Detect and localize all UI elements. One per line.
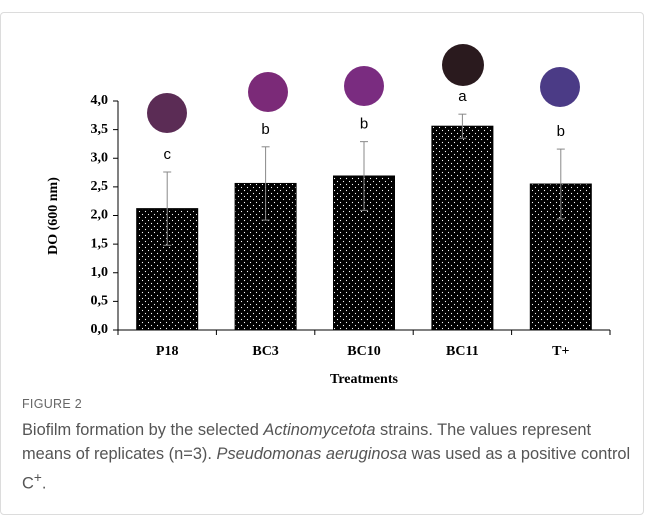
y-tick-label: 2,5 — [91, 179, 109, 194]
x-tick-label: BC3 — [252, 344, 278, 359]
x-tick-label: P18 — [156, 344, 179, 359]
x-axis-label: Treatments — [330, 372, 398, 387]
caption-italic: Pseudomonas aeruginosa — [216, 445, 407, 463]
y-tick-label: 3,5 — [91, 122, 109, 137]
figure-caption: Biofilm formation by the selected Actino… — [22, 418, 634, 495]
caption-superscript: + — [33, 470, 42, 485]
caption-text: was used as a positive control C — [22, 445, 631, 493]
y-axis-label: DO (600 nm) — [46, 177, 61, 255]
x-tick-label: T+ — [552, 344, 569, 359]
well-image — [442, 44, 484, 86]
well-image — [540, 67, 580, 107]
significance-letter: b — [261, 121, 269, 138]
bar — [332, 175, 396, 331]
y-tick-label: 0,5 — [91, 294, 109, 309]
error-bar — [163, 171, 172, 246]
y-tick-label: 1,5 — [91, 236, 109, 251]
well-image — [147, 93, 187, 133]
significance-letter: b — [557, 123, 565, 140]
well-image — [344, 66, 384, 106]
error-bar — [458, 113, 467, 139]
significance-letter: c — [163, 146, 171, 163]
error-bar — [360, 141, 368, 211]
caption-text: . — [41, 474, 47, 493]
y-tick-label: 4,0 — [91, 93, 109, 108]
error-bar — [261, 146, 270, 221]
figure-frame — [0, 12, 644, 515]
x-tick-label: BC10 — [347, 344, 380, 359]
chart: DO (600 nm) Treatments 0,0 0,5 1,0 1,5 2,0 2,… — [46, 44, 611, 387]
y-tick-label: 3,0 — [91, 150, 109, 165]
error-bar — [556, 148, 565, 220]
y-tick-label: 2,0 — [91, 208, 109, 223]
caption-italic: Actinomycetota — [263, 421, 376, 439]
significance-letter: b — [360, 116, 368, 133]
x-tick-label: BC11 — [446, 344, 479, 359]
y-tick-label: 0,0 — [91, 322, 109, 337]
figure-label: FIGURE 2 — [22, 397, 83, 411]
well-image — [248, 72, 288, 112]
y-tick-label: 1,0 — [91, 265, 109, 280]
caption-text: strains. The values represent means of r… — [22, 421, 592, 463]
caption-text: Biofilm formation by the selected — [22, 421, 264, 439]
bar — [431, 125, 494, 331]
significance-letter: a — [458, 88, 467, 105]
